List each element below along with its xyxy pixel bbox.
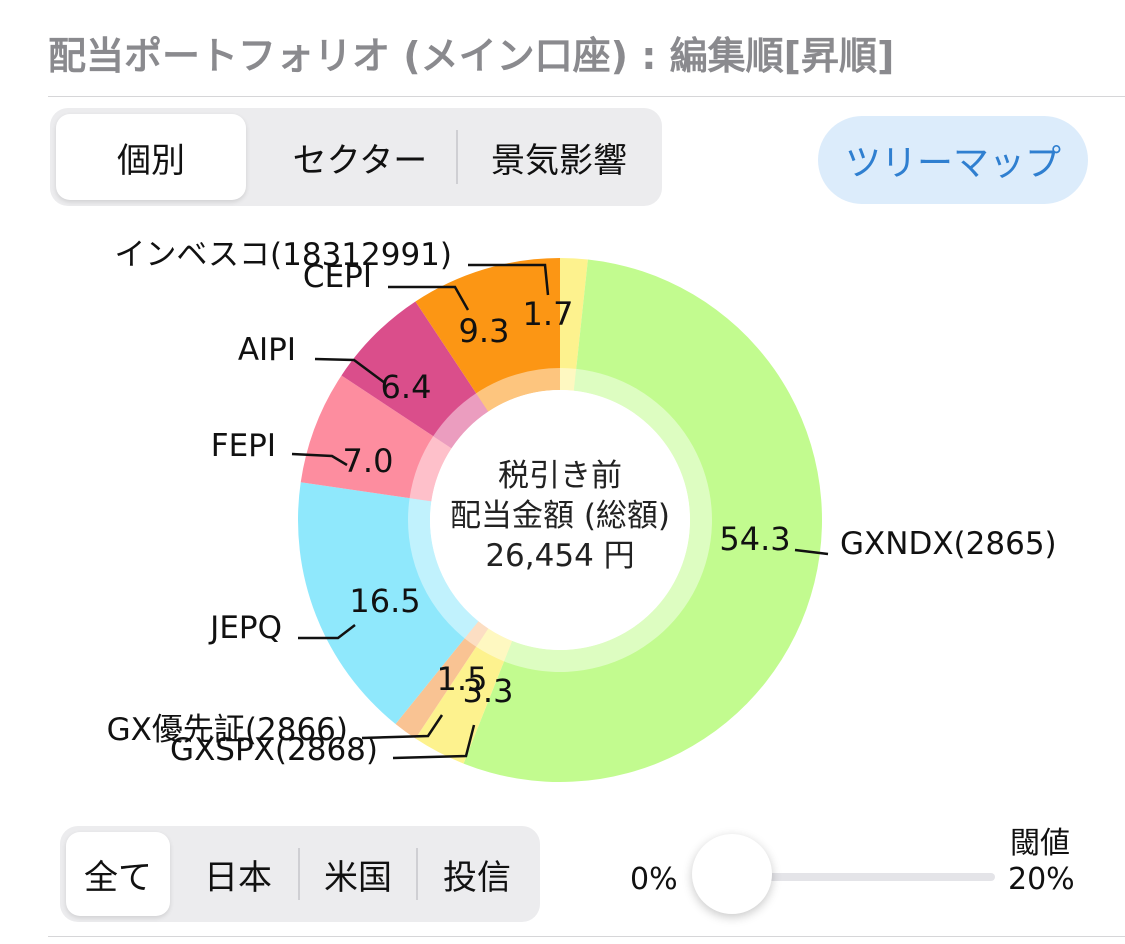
leader-line bbox=[468, 263, 550, 296]
donut-slice[interactable] bbox=[415, 258, 560, 412]
donut-slice[interactable] bbox=[298, 482, 479, 724]
center-line-2: 配当金額 (総額) bbox=[449, 498, 671, 534]
donut-hole bbox=[430, 390, 690, 650]
tab-economy-impact[interactable]: 景気影響 bbox=[491, 140, 627, 181]
slice-name-label: JEPQ bbox=[208, 610, 282, 646]
leader-line bbox=[392, 724, 476, 760]
treemap-button[interactable]: ツリーマップ bbox=[818, 116, 1088, 204]
donut-slice[interactable] bbox=[415, 628, 513, 764]
leader-line bbox=[361, 714, 444, 740]
slice-value-label: 9.3 bbox=[459, 312, 510, 350]
donut-slice[interactable] bbox=[560, 258, 588, 391]
center-summary: 税引き前 配当金額 (総額) 26,454 円 bbox=[410, 456, 710, 576]
filter-all[interactable]: 全て bbox=[66, 832, 170, 916]
slice-name-label: GXNDX(2865) bbox=[840, 526, 1057, 562]
slice-value-label: 7.0 bbox=[343, 442, 394, 480]
slice-value-label: 1.7 bbox=[523, 295, 574, 333]
center-line-1: 税引き前 bbox=[498, 458, 622, 494]
filter-segmented-control: 全て 日本 米国 投信 bbox=[60, 826, 540, 922]
slice-name-label: FEPI bbox=[211, 428, 276, 464]
donut-inner-band bbox=[476, 368, 560, 412]
filter-us[interactable]: 米国 bbox=[324, 857, 392, 898]
slice-name-label: GX優先証(2866) bbox=[107, 712, 348, 748]
page-title: 配当ポートフォリオ (メイン口座) : 編集順[昇順] bbox=[48, 34, 895, 78]
leader-line bbox=[291, 452, 348, 467]
slice-value-label: 16.5 bbox=[349, 582, 420, 620]
slice-value-label: 1.5 bbox=[437, 660, 488, 698]
tab-sector[interactable]: セクター bbox=[292, 140, 428, 181]
segment-divider bbox=[456, 130, 458, 184]
slice-name-label: GXSPX(2868) bbox=[170, 732, 378, 768]
filter-funds[interactable]: 投信 bbox=[443, 857, 511, 898]
leader-line bbox=[794, 548, 829, 556]
slider-max-label: 20% bbox=[1008, 862, 1075, 897]
slice-name-label: AIPI bbox=[238, 332, 296, 368]
threshold-slider-track[interactable] bbox=[730, 873, 995, 881]
tab-individual[interactable]: 個別 bbox=[56, 114, 246, 200]
leader-line bbox=[314, 357, 386, 385]
donut-inner-band bbox=[433, 393, 489, 449]
slice-value-label: 3.3 bbox=[463, 672, 514, 710]
donut-inner-band bbox=[560, 368, 577, 391]
leader-line bbox=[298, 624, 356, 640]
leader-line bbox=[388, 285, 470, 311]
donut-inner-band bbox=[409, 436, 452, 502]
threshold-label: 閾値 bbox=[1010, 826, 1070, 861]
slider-min-label: 0% bbox=[630, 862, 678, 897]
slice-value-label: 54.3 bbox=[719, 520, 790, 558]
donut-slice[interactable] bbox=[341, 301, 489, 449]
slice-name-label: インベスコ(18312991) bbox=[114, 237, 452, 273]
segment-divider bbox=[298, 848, 300, 900]
donut-chart: 1.7 インベスコ(18312991) 54.3 GXNDX(2865) 3.3 GXSP… bbox=[107, 237, 1057, 783]
filter-japan[interactable]: 日本 bbox=[204, 857, 272, 898]
slice-name-label: CEPI bbox=[303, 259, 372, 295]
center-total: 26,454 円 bbox=[485, 538, 635, 574]
header-divider bbox=[48, 96, 1125, 97]
view-segmented-control: 個別 セクター 景気影響 bbox=[50, 108, 662, 206]
donut-inner-band bbox=[476, 628, 513, 662]
footer-divider bbox=[48, 936, 1125, 937]
donut-slice[interactable] bbox=[300, 375, 452, 502]
segment-divider bbox=[416, 848, 418, 900]
threshold-slider-thumb[interactable] bbox=[692, 834, 772, 914]
donut-inner-band bbox=[464, 621, 489, 647]
donut-slice[interactable] bbox=[395, 621, 489, 739]
donut-slice[interactable] bbox=[463, 259, 823, 783]
slice-value-label: 6.4 bbox=[381, 368, 432, 406]
donut-inner-band bbox=[408, 498, 479, 639]
